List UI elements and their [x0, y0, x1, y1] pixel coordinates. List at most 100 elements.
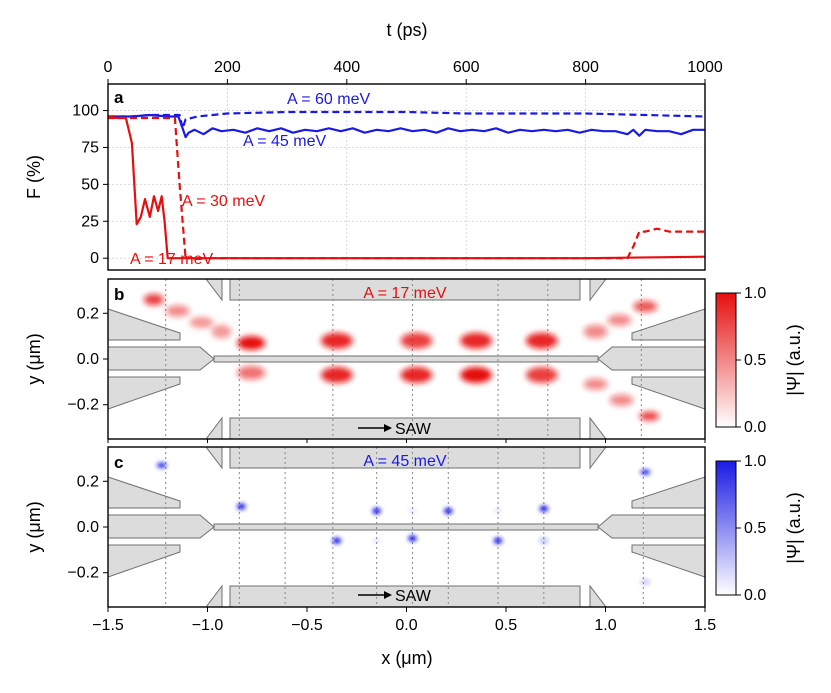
- colorbar-tick-label: 0.0: [744, 419, 766, 436]
- panel-c-markers: [165, 447, 644, 607]
- panel-a-grid: [107, 84, 706, 270]
- colorbar-b-gradient: [715, 292, 737, 428]
- density-blob: [640, 579, 651, 585]
- panel-a-series: [108, 110, 705, 260]
- series-line-1: [108, 113, 705, 139]
- density-blob: [165, 305, 190, 317]
- ytick-label: −0.2: [67, 565, 99, 582]
- density-blob: [189, 316, 214, 329]
- right-bottom-wedge: [589, 584, 607, 607]
- xtick-top-label: 1000: [687, 59, 723, 76]
- xtick-label: −1.5: [92, 617, 124, 634]
- series-line-3: [108, 115, 705, 260]
- xtick-top-label: 800: [572, 59, 599, 76]
- ytick-label: 100: [72, 103, 99, 120]
- density-blob: [320, 332, 353, 349]
- ytick-label: 75: [81, 139, 99, 156]
- right-lower-finger: [631, 544, 705, 578]
- panel-c-letter: c: [114, 453, 123, 472]
- density-blob: [408, 535, 417, 542]
- colorbar-tick-label: 1.0: [744, 285, 766, 302]
- left-top-wedge: [205, 447, 223, 470]
- xtick-label: 0.0: [395, 617, 417, 634]
- saw-arrow-b: SAW: [358, 421, 432, 438]
- panel-a-letter: a: [114, 88, 124, 107]
- right-upper-finger: [631, 308, 705, 341]
- right-bottom-wedge: [589, 416, 607, 439]
- colorbar-b: 1.0 0.5 0.0 |Ψ| (a.u.): [715, 285, 804, 436]
- density-blob: [143, 293, 164, 306]
- density-blob: [633, 300, 658, 313]
- density-blob: [372, 507, 382, 515]
- colorbar-c-ticks: 1.0 0.5 0.0: [736, 453, 766, 604]
- colorbar-c-label: |Ψ| (a.u.): [784, 492, 804, 563]
- left-upper-finger: [108, 476, 181, 509]
- right-arrow-electrode: [597, 346, 705, 371]
- top-gate: [229, 447, 581, 469]
- xtick-top-label: 400: [333, 59, 360, 76]
- density-blob: [320, 367, 353, 383]
- colorbar-tick-label: 1.0: [744, 453, 766, 470]
- colorbar-c-gradient: [715, 460, 737, 596]
- density-blob: [460, 332, 493, 349]
- density-blob: [583, 324, 608, 339]
- xtick-label: 0.5: [495, 617, 517, 634]
- panel-b: 0.2 0.0 −0.2 b A = 17 meV SAW y (μm) 1.0 0.…: [24, 278, 804, 443]
- right-arrow-electrode: [597, 514, 705, 539]
- panel-a-ylabel: F (%): [24, 155, 44, 199]
- left-arrow-electrode: [108, 514, 215, 539]
- density-blob: [539, 505, 549, 512]
- left-top-wedge: [205, 279, 223, 302]
- xtick-label: 1.0: [594, 617, 616, 634]
- ytick-label: 50: [81, 176, 99, 193]
- annotation-a17: A = 17 meV: [130, 251, 213, 268]
- panel-c-xlabel: x (μm): [381, 648, 432, 668]
- colorbar-tick-label: 0.5: [744, 352, 766, 369]
- density-blob: [372, 537, 381, 544]
- bottom-gate: [229, 417, 581, 439]
- right-lower-finger: [631, 376, 705, 410]
- density-blob: [609, 394, 634, 406]
- panel-b-density: [143, 293, 660, 421]
- ytick-label: 0.0: [77, 351, 99, 368]
- annotation-a30: A = 30 meV: [182, 193, 265, 210]
- xtick-label: −0.5: [291, 617, 323, 634]
- series-line-0: [108, 110, 705, 130]
- left-arrow-electrode: [108, 346, 215, 371]
- density-blob: [460, 367, 493, 383]
- right-upper-finger: [631, 476, 705, 509]
- density-blob: [539, 537, 549, 544]
- panel-c-ylabel: y (μm): [24, 501, 44, 552]
- density-blob: [607, 314, 632, 326]
- panel-a-frame: [107, 83, 706, 271]
- density-blob: [236, 503, 246, 510]
- colorbar-b-ticks: 1.0 0.5 0.0: [736, 285, 766, 436]
- device-c: [108, 447, 705, 607]
- colorbar-c: 1.0 0.5 0.0 |Ψ| (a.u.): [715, 453, 804, 604]
- panel-b-ylabel: y (μm): [24, 333, 44, 384]
- density-blob: [639, 411, 660, 421]
- saw-label-b: SAW: [395, 421, 432, 438]
- xtick-top-label: 600: [453, 59, 480, 76]
- density-blob: [443, 507, 453, 515]
- left-bottom-wedge: [205, 584, 223, 607]
- right-top-wedge: [589, 447, 607, 470]
- ytick-label: 0.2: [77, 305, 99, 322]
- saw-arrow-c: SAW: [358, 588, 432, 605]
- density-blob: [156, 462, 167, 469]
- device-b: [108, 279, 705, 439]
- xtick-top-label: 0: [104, 59, 113, 76]
- colorbar-tick-label: 0.5: [744, 520, 766, 537]
- density-blob: [332, 537, 342, 544]
- density-blob: [237, 365, 266, 380]
- ytick-label: 25: [81, 213, 99, 230]
- density-blob: [583, 378, 608, 390]
- panel-b-markers: [165, 279, 642, 439]
- density-blob: [494, 508, 503, 514]
- density-blob: [525, 332, 558, 349]
- panel-c-title: A = 45 meV: [363, 453, 446, 470]
- left-bottom-wedge: [205, 416, 223, 439]
- series-line-2: [108, 116, 705, 260]
